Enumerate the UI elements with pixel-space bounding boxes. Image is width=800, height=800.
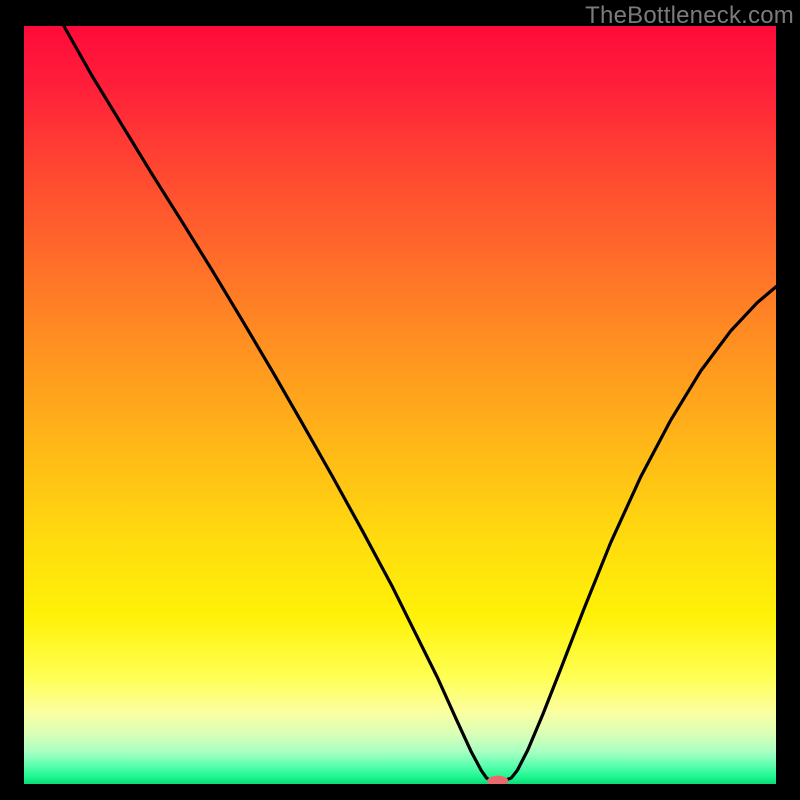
plot-area [24,26,776,784]
gradient-background [24,26,776,784]
figure-root: TheBottleneck.com [0,0,800,800]
plot-svg [24,26,776,784]
watermark-label: TheBottleneck.com [585,2,794,30]
